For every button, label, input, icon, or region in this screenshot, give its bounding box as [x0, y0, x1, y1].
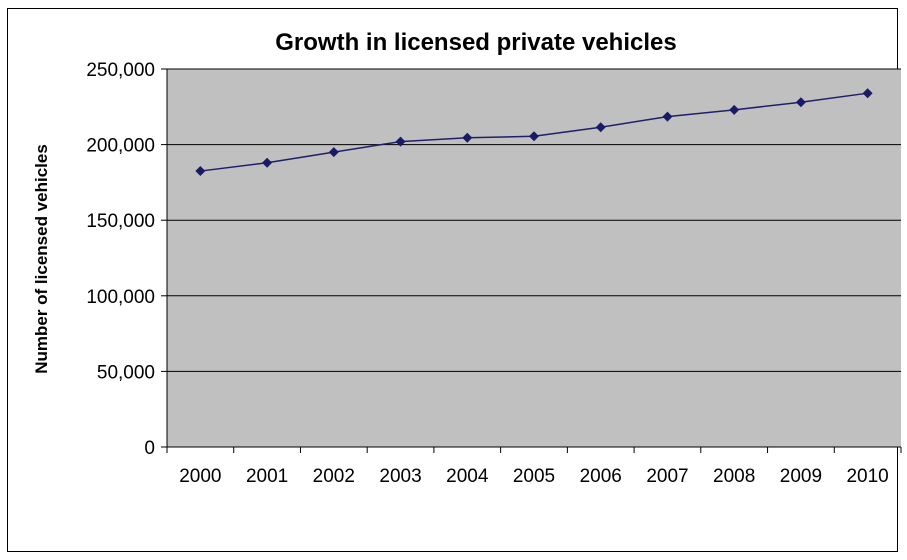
data-point — [795, 97, 806, 108]
x-tick-label: 2010 — [846, 466, 888, 487]
x-tick-label: 2000 — [179, 466, 221, 487]
data-point — [729, 104, 740, 115]
y-tick-label: 200,000 — [86, 136, 155, 157]
y-tick-label: 50,000 — [97, 362, 155, 383]
y-axis-label: Number of licensed vehicles — [32, 144, 51, 374]
data-point — [595, 122, 606, 133]
y-tick-labels: 0 50,000 100,000 150,000 200,000 250,000 — [86, 60, 155, 459]
x-tick-label: 2002 — [313, 466, 355, 487]
data-point — [462, 132, 473, 143]
data-point — [262, 157, 273, 168]
x-tick-label: 2003 — [379, 466, 421, 487]
x-tick-labels: 2000 2001 2002 2003 2004 2005 2006 2007 2008 2009… — [179, 466, 889, 487]
y-tick-label: 250,000 — [86, 60, 155, 81]
x-tick-label: 2006 — [580, 466, 622, 487]
data-point — [195, 166, 206, 177]
data-point — [395, 136, 406, 147]
data-point — [529, 131, 539, 142]
y-tick-label: 150,000 — [86, 211, 155, 232]
plot-area — [167, 69, 901, 447]
series-group — [195, 88, 873, 177]
chart-title: Growth in licensed private vehicles — [275, 29, 676, 56]
x-tick-label: 2008 — [713, 466, 755, 487]
y-tick-label: 0 — [144, 438, 155, 459]
x-tick-label: 2004 — [446, 466, 489, 487]
y-tick-label: 100,000 — [86, 287, 155, 308]
data-point — [862, 88, 873, 99]
x-tick-label: 2001 — [246, 466, 288, 487]
axes — [166, 69, 902, 453]
x-tick-label: 2005 — [513, 466, 555, 487]
data-point — [662, 111, 673, 122]
gridlines — [161, 68, 901, 448]
x-tick-label: 2007 — [646, 466, 688, 487]
x-tick-label: 2009 — [780, 466, 822, 487]
data-point — [328, 147, 339, 158]
